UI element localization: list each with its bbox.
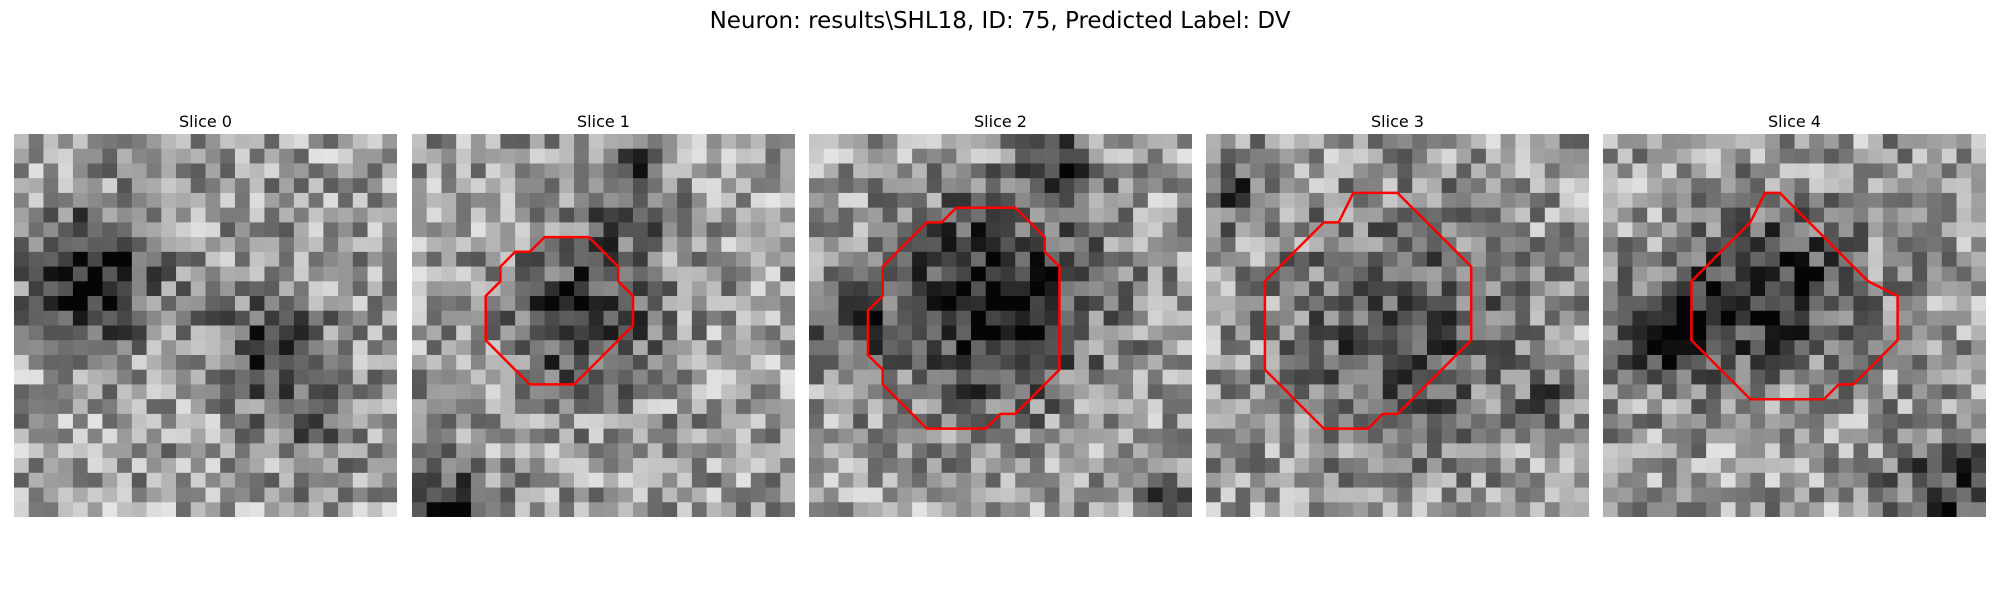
slice-title: Slice 1 <box>577 112 630 131</box>
roi-contour <box>866 206 1061 430</box>
slice-image <box>14 134 397 517</box>
roi-contour <box>1263 191 1473 430</box>
slice-image <box>1603 134 1986 517</box>
slice-panel-4: Slice 4 <box>1603 110 1986 517</box>
slice-image <box>412 134 795 517</box>
slice-title: Slice 4 <box>1768 112 1821 131</box>
slice-image <box>1206 134 1589 517</box>
slice-panel-0: Slice 0 <box>14 110 397 517</box>
slice-panel-1: Slice 1 <box>412 110 795 517</box>
figure-title: Neuron: results\SHL18, ID: 75, Predicted… <box>709 8 1291 34</box>
slice-panel-3: Slice 3 <box>1206 110 1589 517</box>
slice-image <box>809 134 1192 517</box>
slice-title: Slice 0 <box>179 112 232 131</box>
slice-title: Slice 3 <box>1371 112 1424 131</box>
roi-contour <box>1690 191 1899 401</box>
slice-panel-2: Slice 2 <box>809 110 1192 517</box>
slice-title: Slice 2 <box>974 112 1027 131</box>
roi-contour <box>484 235 635 386</box>
